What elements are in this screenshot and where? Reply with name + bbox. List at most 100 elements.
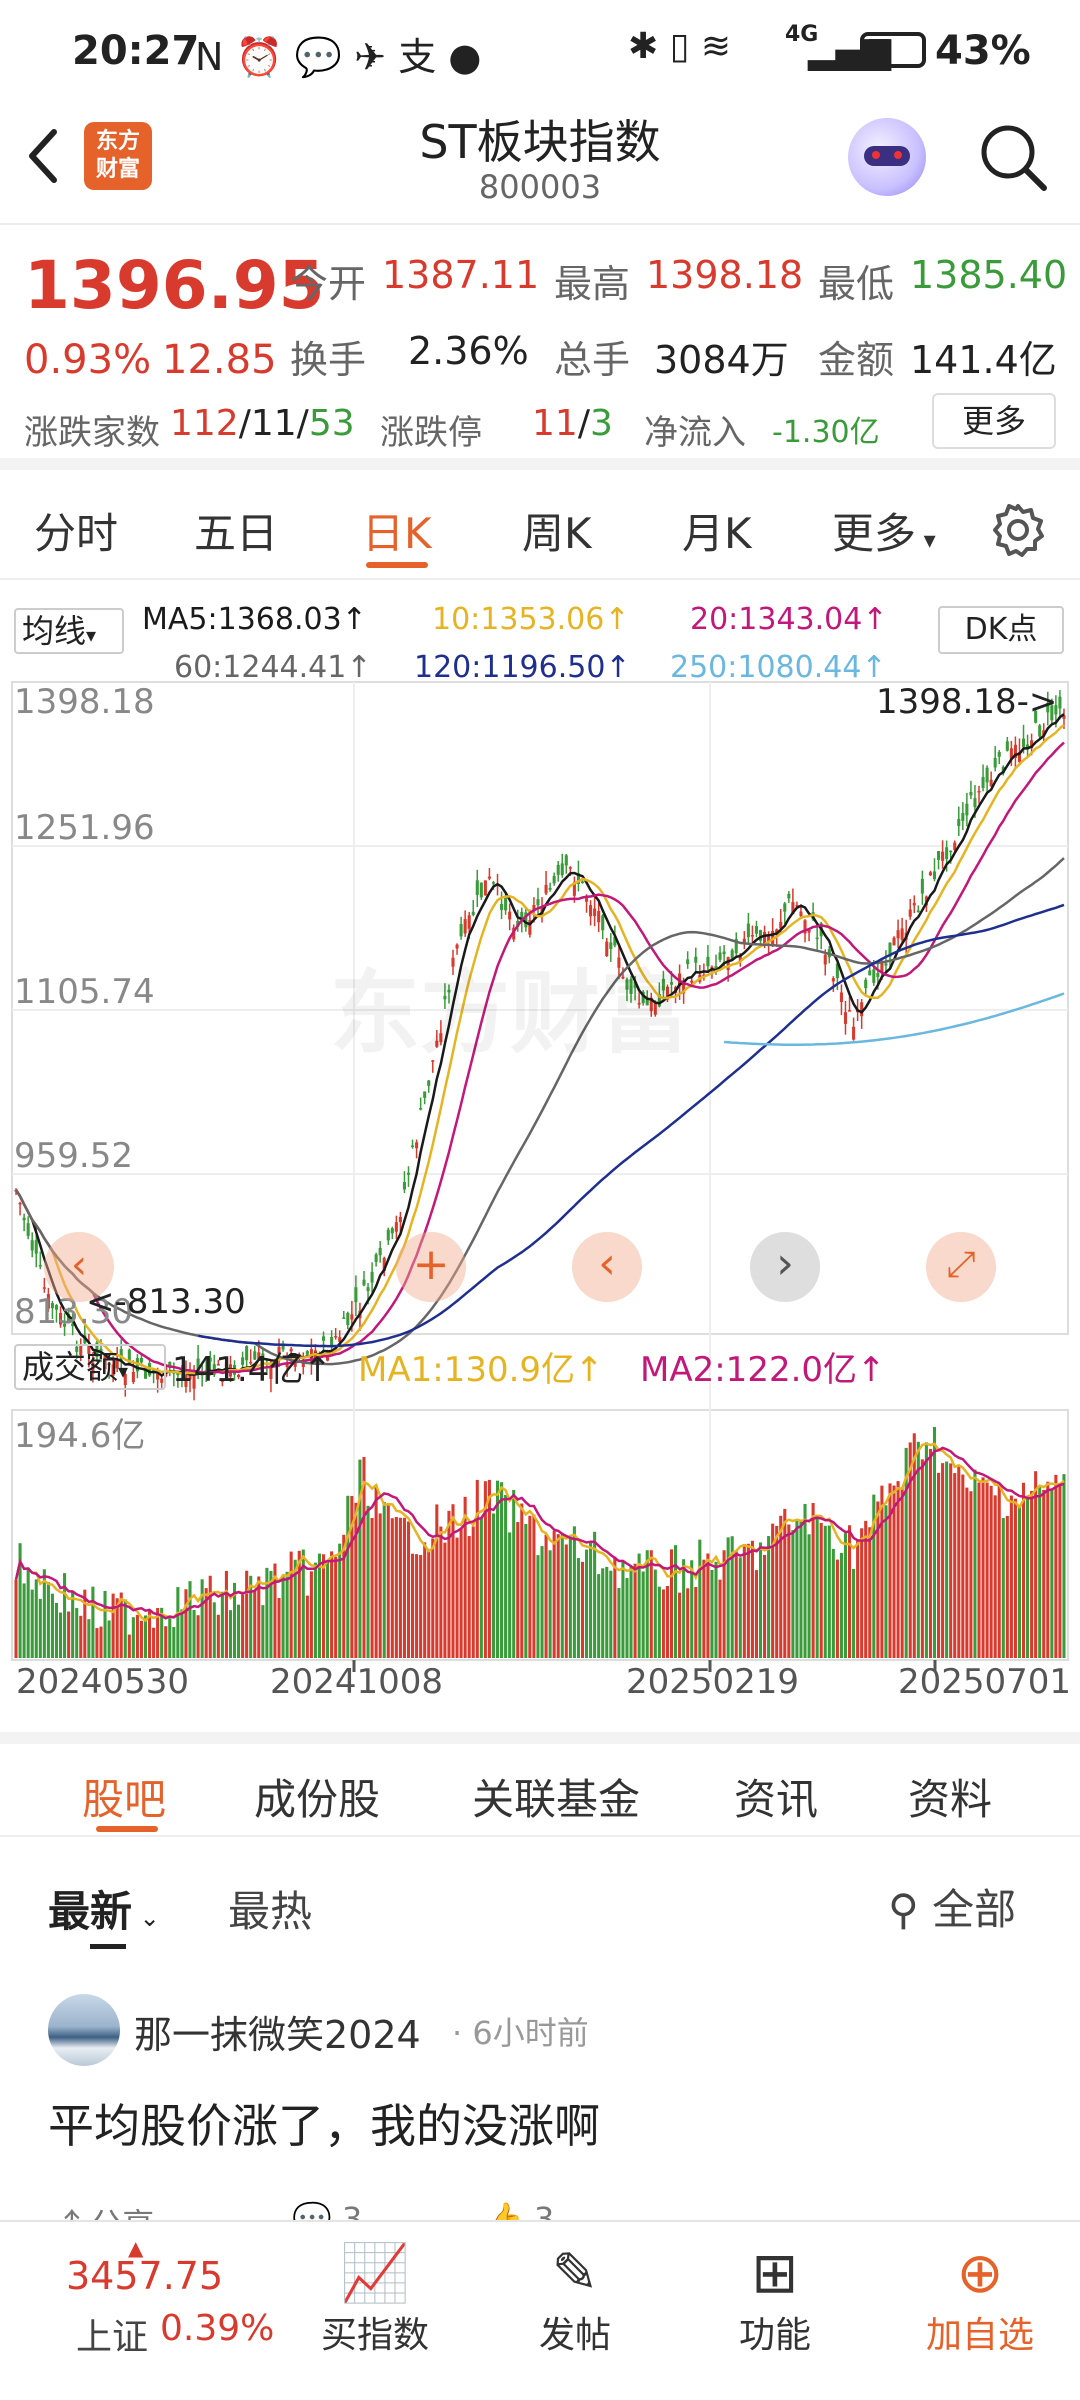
kline-chart-area: 均线▾ MA5:1368.03↑ 10:1353.06↑ 20:1343.04↑…	[0, 580, 1080, 1730]
candle-body	[702, 974, 706, 977]
active-subtab-indicator	[96, 1826, 158, 1832]
volume-bar	[58, 1612, 63, 1658]
candle-body	[63, 1323, 67, 1327]
volume-selector[interactable]: 成交额▾	[14, 1344, 166, 1390]
volume-bar	[83, 1589, 87, 1658]
volume-bar	[180, 1609, 184, 1658]
candle-body	[483, 880, 487, 896]
volume-bar	[370, 1517, 374, 1658]
index-name: 上证	[76, 2317, 149, 2358]
post-username[interactable]: 那一抹微笑2024	[134, 2013, 421, 2057]
volume-bar	[831, 1548, 835, 1658]
volume-frame	[11, 1409, 1069, 1661]
index-ticker[interactable]: 3457.75 ▲ 上证 0.39%	[0, 2222, 300, 2400]
volume-bar	[580, 1561, 585, 1658]
tab-related-funds[interactable]: 关联基金	[472, 1775, 641, 1824]
volume-bar	[823, 1525, 827, 1658]
high-value: 1398.18	[646, 253, 804, 297]
kline-chart[interactable]	[0, 680, 1080, 1720]
sort-hot[interactable]: 最热	[228, 1887, 313, 1936]
robot-assistant-icon[interactable]	[848, 118, 926, 196]
y-label-4: 959.52	[14, 1136, 133, 1176]
volume-bar	[852, 1568, 856, 1658]
candle-body	[487, 876, 491, 879]
volume-bar	[451, 1504, 455, 1658]
volume-bar	[495, 1480, 500, 1658]
volume-bar	[479, 1517, 483, 1658]
candle-body	[799, 911, 803, 917]
quote-panel: 1396.95 0.93% 12.85 今开 1387.11 最高 1398.1…	[0, 225, 1080, 470]
volume-bar	[815, 1516, 819, 1658]
tab-five-day[interactable]: 五日	[194, 509, 279, 558]
ma5-label: MA5:1368.03↑	[142, 602, 367, 637]
tab-intraday[interactable]: 分时	[34, 509, 119, 558]
tab-more[interactable]: 更多 ▾	[832, 509, 936, 558]
tab-daily-k[interactable]: 日K	[362, 509, 432, 558]
search-icon[interactable]	[978, 122, 1050, 194]
candle-body	[208, 1357, 212, 1362]
volume-bar	[904, 1447, 908, 1658]
post-button[interactable]: ✎ 发帖	[500, 2242, 650, 2358]
candle-body	[196, 1358, 200, 1372]
zoom-in-icon[interactable]: +	[396, 1232, 466, 1302]
volume-bar	[945, 1461, 949, 1658]
chart-back-icon[interactable]: ‹	[44, 1232, 114, 1302]
back-icon[interactable]	[22, 126, 64, 186]
candle-body	[823, 954, 827, 965]
dk-point-button[interactable]: DK点	[938, 606, 1064, 654]
candle-body	[613, 936, 617, 946]
candle-body	[961, 813, 965, 821]
volume-bar	[884, 1505, 888, 1658]
open-label: 今开	[290, 262, 367, 306]
battery-icon	[860, 32, 926, 68]
ma-selector[interactable]: 均线▾	[14, 608, 124, 654]
volume-bar	[1050, 1488, 1054, 1658]
tab-weekly-k[interactable]: 周K	[522, 509, 592, 558]
volume-value: 141.4亿↑	[172, 1350, 332, 1390]
breadth-values: 112/11/53	[170, 403, 355, 444]
volume-bar	[876, 1501, 880, 1658]
avatar[interactable]	[48, 1994, 120, 2066]
volume-bar	[273, 1563, 277, 1658]
ma60-label: 60:1244.41↑	[174, 650, 372, 685]
candle-body	[653, 1003, 657, 1015]
volume-max-label: 194.6亿	[14, 1416, 146, 1456]
settings-gear-icon[interactable]	[990, 502, 1046, 558]
candle-body	[945, 847, 949, 860]
tab-guba[interactable]: 股吧	[82, 1775, 167, 1824]
volume-bar	[657, 1586, 661, 1658]
volume-bar	[447, 1510, 451, 1658]
volume-bar	[326, 1561, 330, 1658]
volume-bar	[1058, 1485, 1062, 1658]
buy-index-button[interactable]: 📈 买指数	[300, 2242, 450, 2358]
post-content[interactable]: 平均股价涨了，我的没涨啊	[48, 2099, 600, 2153]
sort-latest[interactable]: 最新 ⌄	[48, 1887, 160, 1936]
volume-bar	[386, 1503, 390, 1658]
candle-body	[657, 993, 661, 1007]
tab-profile[interactable]: 资料	[908, 1775, 993, 1824]
volume-bar	[811, 1502, 815, 1658]
candle-body	[143, 1367, 148, 1379]
scroll-right-icon[interactable]: ›	[750, 1232, 820, 1302]
candle-body	[779, 921, 783, 929]
tab-monthly-k[interactable]: 月K	[682, 509, 752, 558]
tab-news[interactable]: 资讯	[734, 1775, 819, 1824]
tab-constituents[interactable]: 成份股	[254, 1775, 381, 1824]
candle-body	[34, 1240, 38, 1254]
filter-all[interactable]: ⚲ 全部	[888, 1885, 1017, 1934]
candle-body	[997, 751, 1001, 757]
candle-body	[767, 935, 771, 942]
more-button[interactable]: 更多	[932, 393, 1056, 449]
candle-body	[1046, 702, 1050, 713]
add-watchlist-button[interactable]: ⊕ 加自选	[900, 2242, 1060, 2358]
candle-body	[831, 978, 835, 982]
functions-button[interactable]: ⊞ 功能	[700, 2242, 850, 2358]
index-code: 800003	[478, 168, 602, 206]
volume-bar	[953, 1473, 957, 1658]
scroll-left-icon[interactable]: ‹	[572, 1232, 642, 1302]
fullscreen-icon[interactable]: ⤢	[926, 1232, 996, 1302]
candle-body	[475, 880, 479, 895]
candle-body	[123, 1373, 127, 1386]
candle-body	[500, 903, 504, 910]
candle-body	[289, 1348, 293, 1352]
